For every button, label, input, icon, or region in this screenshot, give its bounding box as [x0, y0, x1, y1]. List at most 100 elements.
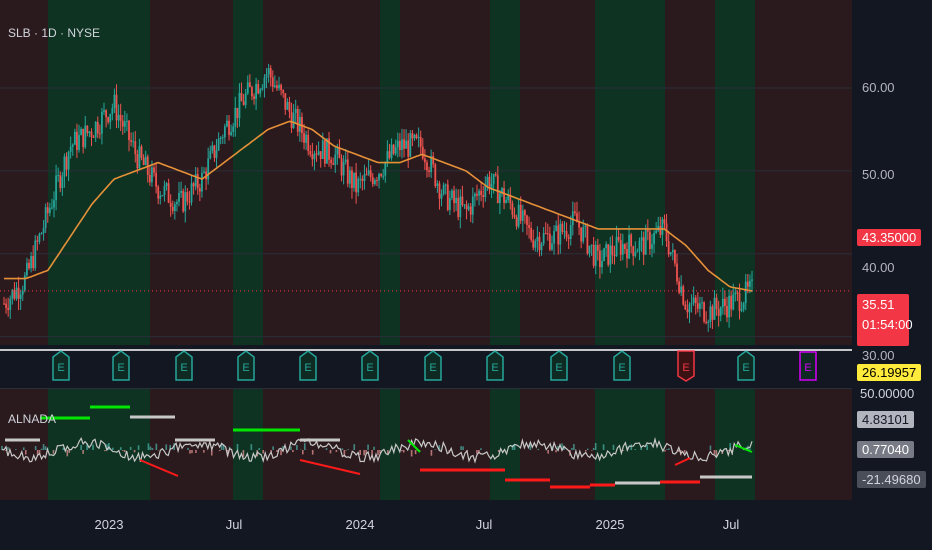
candle-body [703, 302, 705, 322]
ind-histogram-bar [640, 446, 642, 450]
candle-body [621, 244, 624, 255]
candle-body [388, 151, 391, 158]
ind-histogram-bar [561, 443, 563, 450]
candle-body [217, 138, 220, 151]
candle-body [482, 194, 485, 197]
candle-body [21, 290, 24, 295]
candle-body [669, 252, 672, 255]
indicator-value-1: 4.83101 [857, 411, 914, 428]
earnings-marker-shape [175, 350, 193, 381]
candle-body [219, 137, 222, 139]
ind-regime-band-12 [755, 388, 852, 500]
candle-body [728, 295, 730, 318]
earnings-marker-label: E [618, 362, 625, 374]
ind-histogram-bar [1, 445, 3, 450]
candle-body [536, 236, 539, 242]
ind-histogram-bar [86, 443, 88, 450]
earnings-marker-label: E [366, 362, 373, 374]
ind-histogram-bar [236, 443, 239, 450]
candle-body [257, 83, 260, 94]
ind-histogram-bar [677, 450, 680, 452]
candle-body [594, 245, 597, 266]
ind-histogram-bar [203, 450, 205, 453]
candle-body [626, 249, 628, 259]
candle-body [263, 77, 266, 89]
earnings-marker-shape [52, 350, 70, 381]
ind-histogram-bar [311, 450, 314, 455]
candle-body [196, 174, 199, 189]
candle-body [167, 183, 170, 203]
candle-body [378, 173, 380, 181]
earnings-marker-10: E [677, 350, 695, 382]
candle-body [644, 229, 647, 255]
candle-body [680, 286, 683, 293]
ind-histogram-bar [563, 445, 565, 450]
candle-body [184, 192, 187, 212]
earnings-marker-label: E [491, 362, 498, 374]
candle-body [636, 250, 639, 253]
symbol-title: SLB · 1D · NYSE [8, 26, 101, 40]
ind-histogram-bar [133, 450, 136, 453]
ind-histogram-bar [44, 446, 47, 450]
candle-body [559, 223, 562, 245]
candle-body [351, 170, 353, 188]
earnings-marker-11: E [737, 350, 755, 381]
candle-body [153, 167, 155, 173]
candle-body [573, 211, 576, 214]
candle-body [426, 162, 428, 171]
candle-body [276, 85, 278, 89]
candle-body [165, 183, 168, 186]
candle-body [596, 245, 599, 251]
earnings-marker-6: E [424, 350, 442, 381]
candle-body [251, 87, 253, 97]
ind-histogram-bar [36, 450, 39, 456]
candle-body [40, 233, 43, 235]
candle-body [540, 243, 543, 251]
candle-body [503, 188, 505, 203]
candle-body [240, 93, 243, 102]
candle-body [163, 185, 166, 196]
candle-body [517, 204, 520, 227]
candle-body [271, 77, 274, 87]
candle-body [430, 155, 433, 173]
earnings-marker-1: E [112, 350, 130, 381]
candle-body [563, 231, 566, 233]
earnings-marker-shape [299, 350, 317, 381]
candle-body [30, 256, 32, 269]
candle-body [230, 131, 233, 136]
candle-body [157, 186, 160, 199]
earnings-marker-shape [550, 350, 568, 381]
candle-body [382, 175, 385, 177]
ind-histogram-bar [365, 450, 367, 454]
candle-body [38, 234, 41, 242]
candle-body [94, 121, 97, 138]
regime-band-4 [263, 0, 380, 345]
candle-body [655, 230, 658, 233]
earnings-marker-label: E [57, 362, 64, 374]
candle-body [709, 306, 712, 322]
ind-histogram-bar [729, 443, 732, 450]
candle-body [236, 107, 239, 119]
candle-body [171, 206, 174, 212]
time-label-jul-2025: Jul [722, 517, 740, 532]
candle-body [438, 183, 441, 199]
ind-histogram-bar [379, 450, 381, 454]
ind-histogram-bar [104, 450, 106, 452]
candle-body [176, 201, 178, 205]
candle-body [319, 151, 322, 159]
candle-body [194, 174, 197, 187]
candle-body [557, 225, 560, 245]
candle-body [119, 114, 122, 121]
ind-histogram-bar [430, 450, 433, 456]
candle-body [494, 174, 497, 176]
candle-body [380, 173, 383, 176]
candle-body [28, 262, 30, 269]
candle-body [401, 139, 403, 150]
candle-body [232, 126, 235, 132]
candle-body [684, 304, 687, 310]
ind-histogram-bar [169, 444, 172, 450]
last-price: 35.51 [862, 297, 895, 312]
ind-histogram-bar [38, 450, 41, 455]
candle-body [259, 89, 262, 94]
